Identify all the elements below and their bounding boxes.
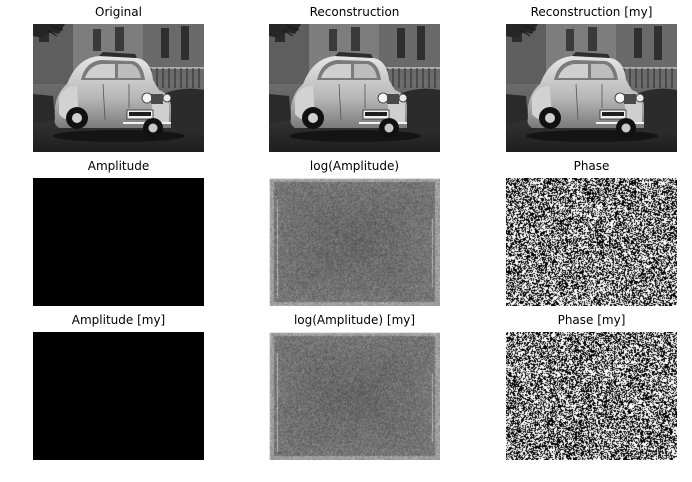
log-amplitude-my-image bbox=[269, 332, 440, 460]
phase-my-image bbox=[506, 332, 677, 460]
panel-reconstruction-my: Reconstruction [my] bbox=[506, 2, 677, 152]
panel-title: Reconstruction bbox=[309, 5, 400, 19]
log-amplitude-image bbox=[269, 178, 440, 306]
panel-title: Amplitude [my] bbox=[71, 313, 166, 327]
amplitude-my-image bbox=[33, 332, 204, 460]
panel-amplitude: Amplitude bbox=[33, 156, 204, 306]
panel-title: log(Amplitude) bbox=[309, 159, 400, 173]
panel-log-amplitude: log(Amplitude) bbox=[269, 156, 440, 306]
panel-phase: Phase bbox=[506, 156, 677, 306]
panel-title: Phase bbox=[573, 159, 610, 173]
panel-original: Original bbox=[33, 2, 204, 152]
panel-title: Amplitude bbox=[87, 159, 150, 173]
phase-image bbox=[506, 178, 677, 306]
panel-amplitude-my: Amplitude [my] bbox=[33, 310, 204, 460]
panel-title: log(Amplitude) [my] bbox=[293, 313, 416, 327]
panel-reconstruction: Reconstruction bbox=[269, 2, 440, 152]
panel-title: Reconstruction [my] bbox=[530, 5, 653, 19]
car-photo-original bbox=[33, 24, 204, 152]
panel-title: Original bbox=[95, 5, 142, 19]
amplitude-image bbox=[33, 178, 204, 306]
panel-phase-my: Phase [my] bbox=[506, 310, 677, 460]
panel-title: Phase [my] bbox=[557, 313, 626, 327]
car-photo-reconstruction-my bbox=[506, 24, 677, 152]
car-photo-reconstruction bbox=[269, 24, 440, 152]
panel-log-amplitude-my: log(Amplitude) [my] bbox=[269, 310, 440, 460]
